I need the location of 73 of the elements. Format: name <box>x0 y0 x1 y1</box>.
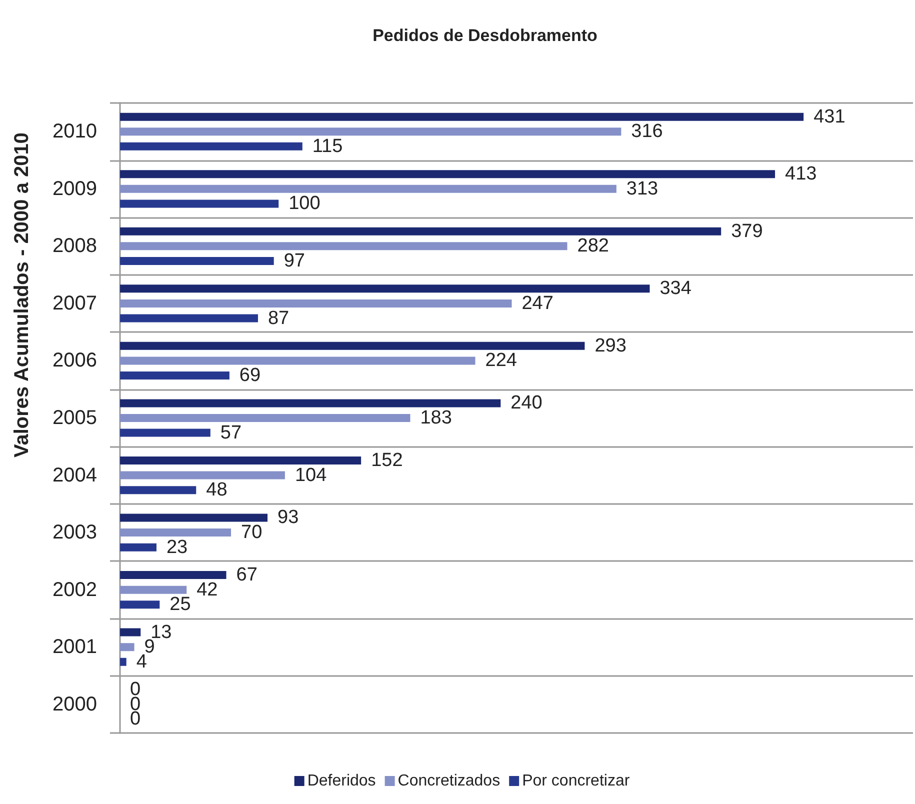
bar <box>120 658 126 666</box>
bar <box>120 128 622 136</box>
data-label: 313 <box>626 178 658 200</box>
data-label: 57 <box>220 422 242 444</box>
bar <box>120 142 302 150</box>
bar <box>120 227 722 236</box>
data-label: 70 <box>241 522 262 544</box>
bar <box>120 543 156 552</box>
y-tick-label: 2009 <box>52 178 97 200</box>
y-axis-title: Valores Acumulados - 2000 a 2010 <box>11 132 33 458</box>
data-label: 247 <box>522 292 554 314</box>
data-label: 152 <box>371 450 403 471</box>
data-label: 413 <box>785 164 817 185</box>
bar <box>120 299 512 308</box>
data-label: 23 <box>166 536 188 558</box>
data-label: 431 <box>814 106 846 128</box>
chart-title: Pedidos de Desdobramento <box>372 26 598 45</box>
bar <box>120 356 476 365</box>
data-label: 100 <box>288 193 320 214</box>
data-label: 293 <box>594 335 626 356</box>
bar <box>120 399 501 408</box>
bar <box>120 242 568 250</box>
legend-label: Concretizados <box>398 772 500 790</box>
bar <box>120 586 187 594</box>
legend-label: Por concretizar <box>522 772 630 790</box>
data-label: 104 <box>294 464 328 486</box>
data-label: 48 <box>206 480 228 501</box>
data-label: 316 <box>631 121 663 142</box>
data-label: 334 <box>660 278 692 300</box>
bar <box>120 184 616 193</box>
data-label: 115 <box>312 136 343 157</box>
y-tick-label: 2000 <box>52 693 97 716</box>
legend-label: Deferidos <box>307 772 376 790</box>
data-label: 379 <box>731 220 763 242</box>
bar <box>120 314 258 322</box>
data-label: 93 <box>278 507 299 528</box>
data-label: 224 <box>485 350 518 372</box>
bar <box>120 514 268 522</box>
bar <box>120 643 134 652</box>
data-label: 67 <box>236 564 258 586</box>
bar <box>120 571 226 580</box>
bar <box>120 112 804 121</box>
y-tick-label: 2004 <box>52 464 97 486</box>
bar <box>120 628 141 636</box>
bar <box>120 200 279 208</box>
data-label: 97 <box>284 250 305 272</box>
data-label: 42 <box>196 579 218 600</box>
data-label: 282 <box>577 236 609 257</box>
bar <box>120 528 232 537</box>
data-label: 25 <box>170 594 191 616</box>
bar <box>120 170 776 178</box>
bar <box>120 456 362 464</box>
y-tick-label: 2002 <box>52 578 97 601</box>
bar <box>120 428 210 437</box>
bar <box>120 342 585 350</box>
bar <box>120 471 285 480</box>
y-tick-label: 2007 <box>52 292 97 314</box>
y-tick-label: 2005 <box>52 407 97 429</box>
bar <box>120 600 160 609</box>
bar <box>120 372 230 380</box>
data-label: 69 <box>239 365 261 386</box>
y-tick-label: 2010 <box>52 120 97 143</box>
data-label: 183 <box>420 408 452 428</box>
y-tick-label: 2003 <box>52 522 97 544</box>
data-label: 87 <box>268 308 290 329</box>
y-tick-label: 2001 <box>52 636 97 658</box>
y-tick-label: 2008 <box>52 235 97 258</box>
y-tick-label: 2006 <box>52 350 97 372</box>
bar <box>120 486 196 494</box>
bar <box>120 284 650 293</box>
bar <box>120 256 274 265</box>
data-label: 240 <box>510 392 542 414</box>
bar <box>120 414 410 422</box>
